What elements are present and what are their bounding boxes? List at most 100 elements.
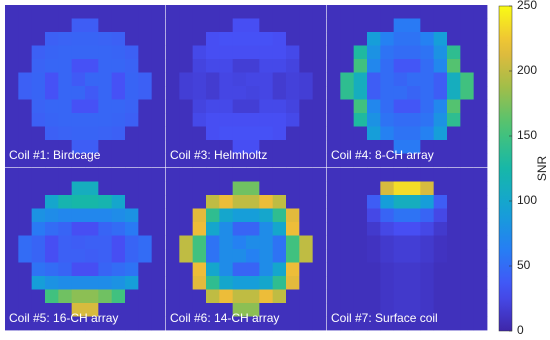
heatmap-cell bbox=[98, 32, 113, 46]
heatmap-cell bbox=[286, 86, 300, 100]
heatmap-cell bbox=[85, 316, 99, 331]
heatmap-cell bbox=[45, 208, 59, 223]
heatmap-cell bbox=[272, 222, 287, 236]
heatmap-cell bbox=[58, 86, 73, 100]
heatmap-cell bbox=[138, 316, 153, 331]
heatmap-cell bbox=[460, 99, 475, 114]
heatmap-cell bbox=[125, 126, 139, 141]
heatmap-cell bbox=[272, 153, 287, 168]
heatmap-cell bbox=[179, 168, 194, 182]
heatmap-cell bbox=[460, 168, 475, 182]
heatmap-cell bbox=[18, 208, 33, 223]
heatmap-cell bbox=[272, 276, 287, 290]
heatmap-cell bbox=[125, 45, 139, 60]
heatmap-cell bbox=[433, 208, 448, 223]
heatmap-cell bbox=[138, 235, 153, 250]
heatmap-cell bbox=[166, 262, 180, 277]
heatmap-cell bbox=[299, 195, 314, 209]
heatmap-cell bbox=[353, 45, 368, 60]
heatmap-cell bbox=[312, 249, 327, 263]
heatmap-cell bbox=[179, 222, 194, 236]
heatmap-cell bbox=[272, 249, 287, 263]
heatmap-cell bbox=[340, 5, 355, 19]
heatmap-cell bbox=[393, 153, 408, 168]
heatmap-cell bbox=[327, 126, 341, 141]
heatmap-cell bbox=[206, 249, 220, 263]
heatmap-cell bbox=[447, 126, 461, 141]
heatmap-cell bbox=[367, 126, 381, 141]
heatmap-cell bbox=[206, 276, 220, 290]
heatmap-cell bbox=[420, 249, 435, 263]
heatmap-cell bbox=[98, 140, 113, 154]
heatmap-cell bbox=[125, 140, 139, 154]
heatmap-cell bbox=[380, 195, 395, 209]
heatmap-cell bbox=[45, 72, 59, 87]
heatmap-cell bbox=[447, 32, 461, 46]
heatmap-cell bbox=[58, 181, 73, 196]
heatmap-cell bbox=[327, 59, 341, 73]
heatmap-cell bbox=[179, 5, 194, 19]
heatmap-cell bbox=[71, 72, 86, 87]
heatmap-cell bbox=[447, 140, 461, 154]
heatmap-cell bbox=[433, 276, 448, 290]
heatmap-cell bbox=[85, 276, 99, 290]
panel: Coil #7: Surface coil bbox=[327, 168, 488, 331]
heatmap-cell bbox=[179, 289, 194, 304]
heatmap-cell bbox=[45, 195, 59, 209]
heatmap-cell bbox=[367, 113, 381, 127]
heatmap-cell bbox=[460, 235, 475, 250]
heatmap-cell bbox=[420, 113, 435, 127]
heatmap-cell bbox=[232, 289, 247, 304]
colorbar-tick-label: 100 bbox=[517, 193, 537, 207]
heatmap-cell bbox=[125, 99, 139, 114]
heatmap-cell bbox=[18, 262, 33, 277]
heatmap-cell bbox=[219, 195, 234, 209]
heatmap-cell bbox=[447, 18, 461, 33]
heatmap-cell bbox=[246, 126, 260, 141]
heatmap-cell bbox=[232, 18, 247, 33]
heatmap-cell bbox=[380, 181, 395, 196]
heatmap-cell bbox=[367, 181, 381, 196]
heatmap-cell bbox=[433, 303, 448, 317]
heatmap-cell bbox=[473, 262, 488, 277]
heatmap-cell bbox=[407, 303, 421, 317]
heatmap-cell bbox=[71, 208, 86, 223]
heatmap-cell bbox=[111, 153, 126, 168]
heatmap-cell bbox=[460, 222, 475, 236]
heatmap-cell bbox=[58, 5, 73, 19]
heatmap-cell bbox=[138, 59, 153, 73]
heatmap-cell bbox=[246, 195, 260, 209]
heatmap-cell bbox=[367, 249, 381, 263]
heatmap-cell bbox=[58, 72, 73, 87]
heatmap-cell bbox=[380, 113, 395, 127]
heatmap-cell bbox=[31, 289, 46, 304]
heatmap-cell bbox=[166, 235, 180, 250]
heatmap-cell bbox=[259, 262, 274, 277]
heatmap-cell bbox=[45, 181, 59, 196]
heatmap-cell bbox=[5, 168, 19, 182]
heatmap-cell bbox=[312, 153, 327, 168]
heatmap-cell bbox=[460, 153, 475, 168]
heatmap-cell bbox=[246, 316, 260, 331]
heatmap-cell bbox=[299, 86, 314, 100]
heatmap-cell bbox=[125, 32, 139, 46]
heatmap-cell bbox=[166, 113, 180, 127]
heatmap-cell bbox=[367, 86, 381, 100]
heatmap-cell bbox=[111, 45, 126, 60]
heatmap-cell bbox=[327, 262, 341, 277]
heatmap-cell bbox=[246, 249, 260, 263]
heatmap-cell bbox=[71, 86, 86, 100]
heatmap-cell bbox=[259, 86, 274, 100]
heatmap-cell bbox=[327, 249, 341, 263]
heatmap-cell bbox=[45, 222, 59, 236]
heatmap-cell bbox=[353, 303, 368, 317]
heatmap-cell bbox=[420, 289, 435, 304]
heatmap-cell bbox=[179, 32, 194, 46]
heatmap-cell bbox=[286, 249, 300, 263]
heatmap-cell bbox=[460, 72, 475, 87]
heatmap-cell bbox=[380, 72, 395, 87]
heatmap-cell bbox=[85, 45, 99, 60]
heatmap-cell bbox=[192, 316, 207, 331]
heatmap-cell bbox=[473, 59, 488, 73]
heatmap-cell bbox=[31, 140, 46, 154]
